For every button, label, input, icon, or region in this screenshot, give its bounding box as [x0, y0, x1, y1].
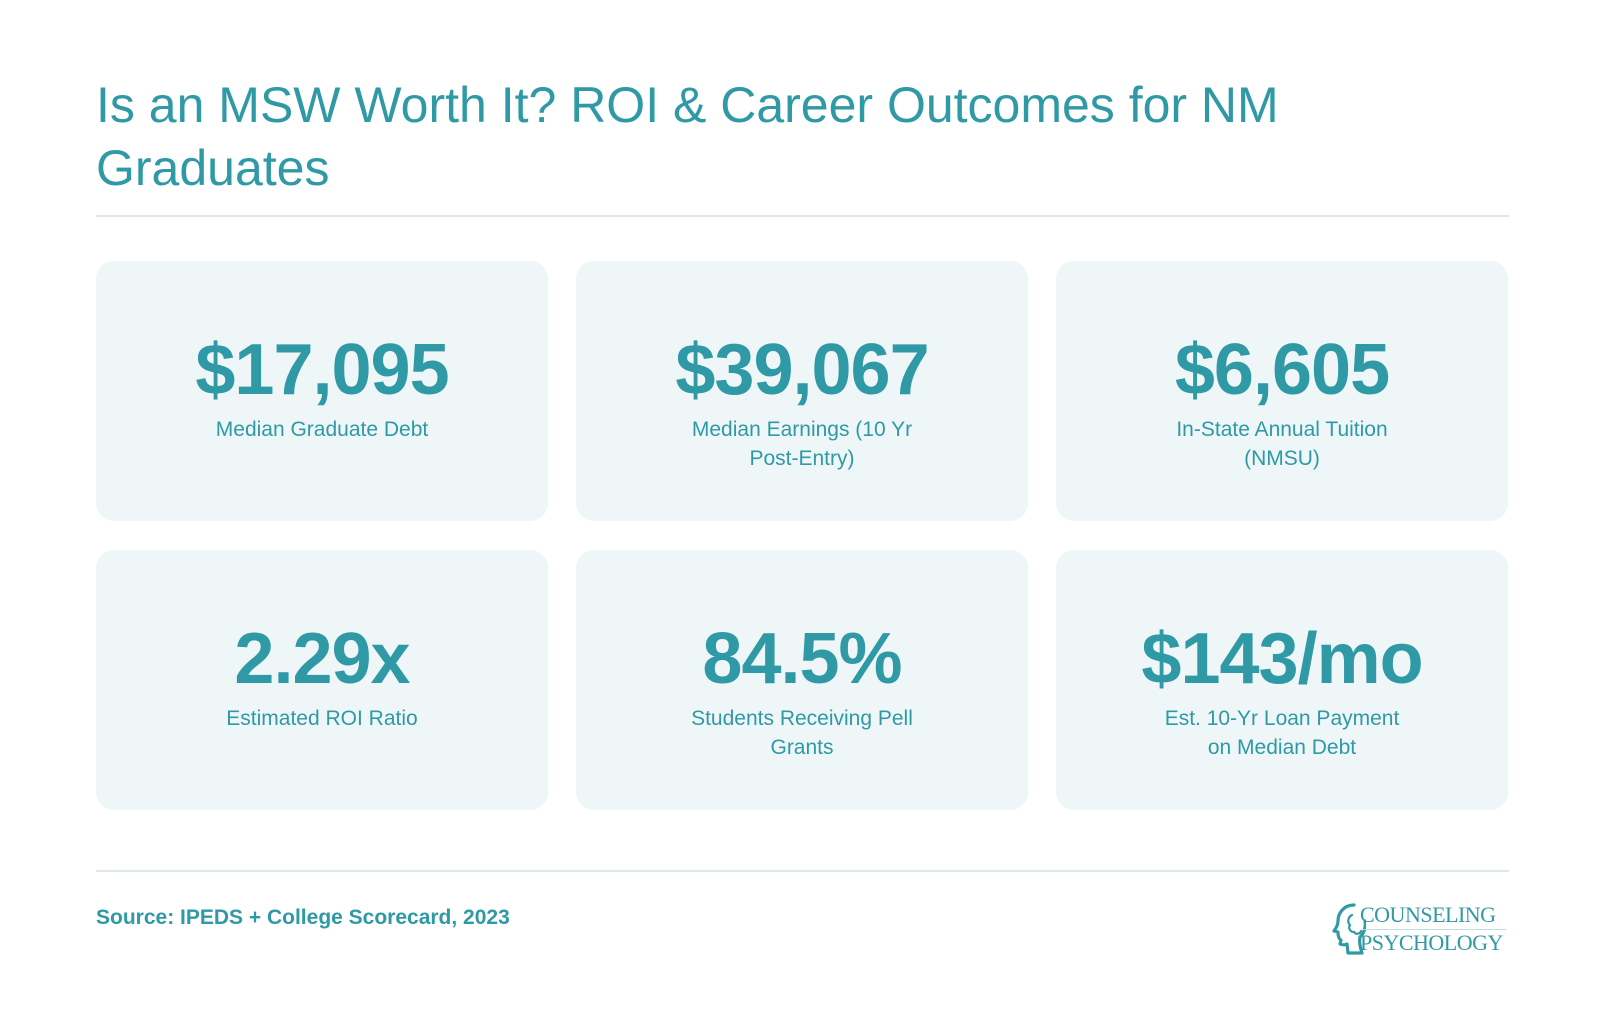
stat-card-median-debt: $17,095 Median Graduate Debt: [96, 261, 548, 521]
logo-divider: [1362, 929, 1506, 930]
title-divider: [96, 215, 1509, 217]
stat-value: $6,605: [1174, 330, 1390, 410]
stat-value: 84.5%: [702, 619, 902, 699]
brand-logo: COUNSELING PSYCHOLOGY: [1332, 899, 1509, 959]
stat-label: Est. 10-Yr Loan Payment on Median Debt: [1164, 707, 1400, 759]
stat-label: Median Graduate Debt: [215, 418, 429, 441]
source-note: Source: IPEDS + College Scorecard, 2023: [96, 906, 510, 929]
stat-card-loan-payment: $143/mo Est. 10-Yr Loan Payment on Media…: [1056, 550, 1508, 810]
stat-label: Estimated ROI Ratio: [226, 707, 418, 730]
stat-value: 2.29x: [234, 619, 410, 699]
logo-text-line2: PSYCHOLOGY: [1360, 930, 1503, 955]
stat-card-pell-grants: 84.5% Students Receiving Pell Grants: [576, 550, 1028, 810]
infographic: Is an MSW Worth It? ROI & Career Outcome…: [96, 0, 1509, 1028]
stats-grid: $17,095 Median Graduate Debt $39,067 Med…: [96, 261, 1509, 811]
stat-label: Students Receiving Pell Grants: [691, 707, 913, 759]
stat-card-tuition: $6,605 In-State Annual Tuition (NMSU): [1056, 261, 1508, 521]
logo-text-line1: COUNSELING: [1360, 902, 1496, 927]
stat-value: $17,095: [195, 330, 449, 410]
stat-card-median-earnings: $39,067 Median Earnings (10 Yr Post-Entr…: [576, 261, 1028, 521]
stat-label: In-State Annual Tuition (NMSU): [1176, 418, 1388, 470]
stat-card-roi-ratio: 2.29x Estimated ROI Ratio: [96, 550, 548, 810]
stat-value: $143/mo: [1141, 619, 1423, 699]
stat-value: $39,067: [675, 330, 929, 410]
page-title: Is an MSW Worth It? ROI & Career Outcome…: [96, 77, 1279, 196]
head-profile-icon: [1332, 903, 1366, 955]
stat-label: Median Earnings (10 Yr Post-Entry): [691, 418, 913, 470]
footer-divider: [96, 870, 1509, 872]
